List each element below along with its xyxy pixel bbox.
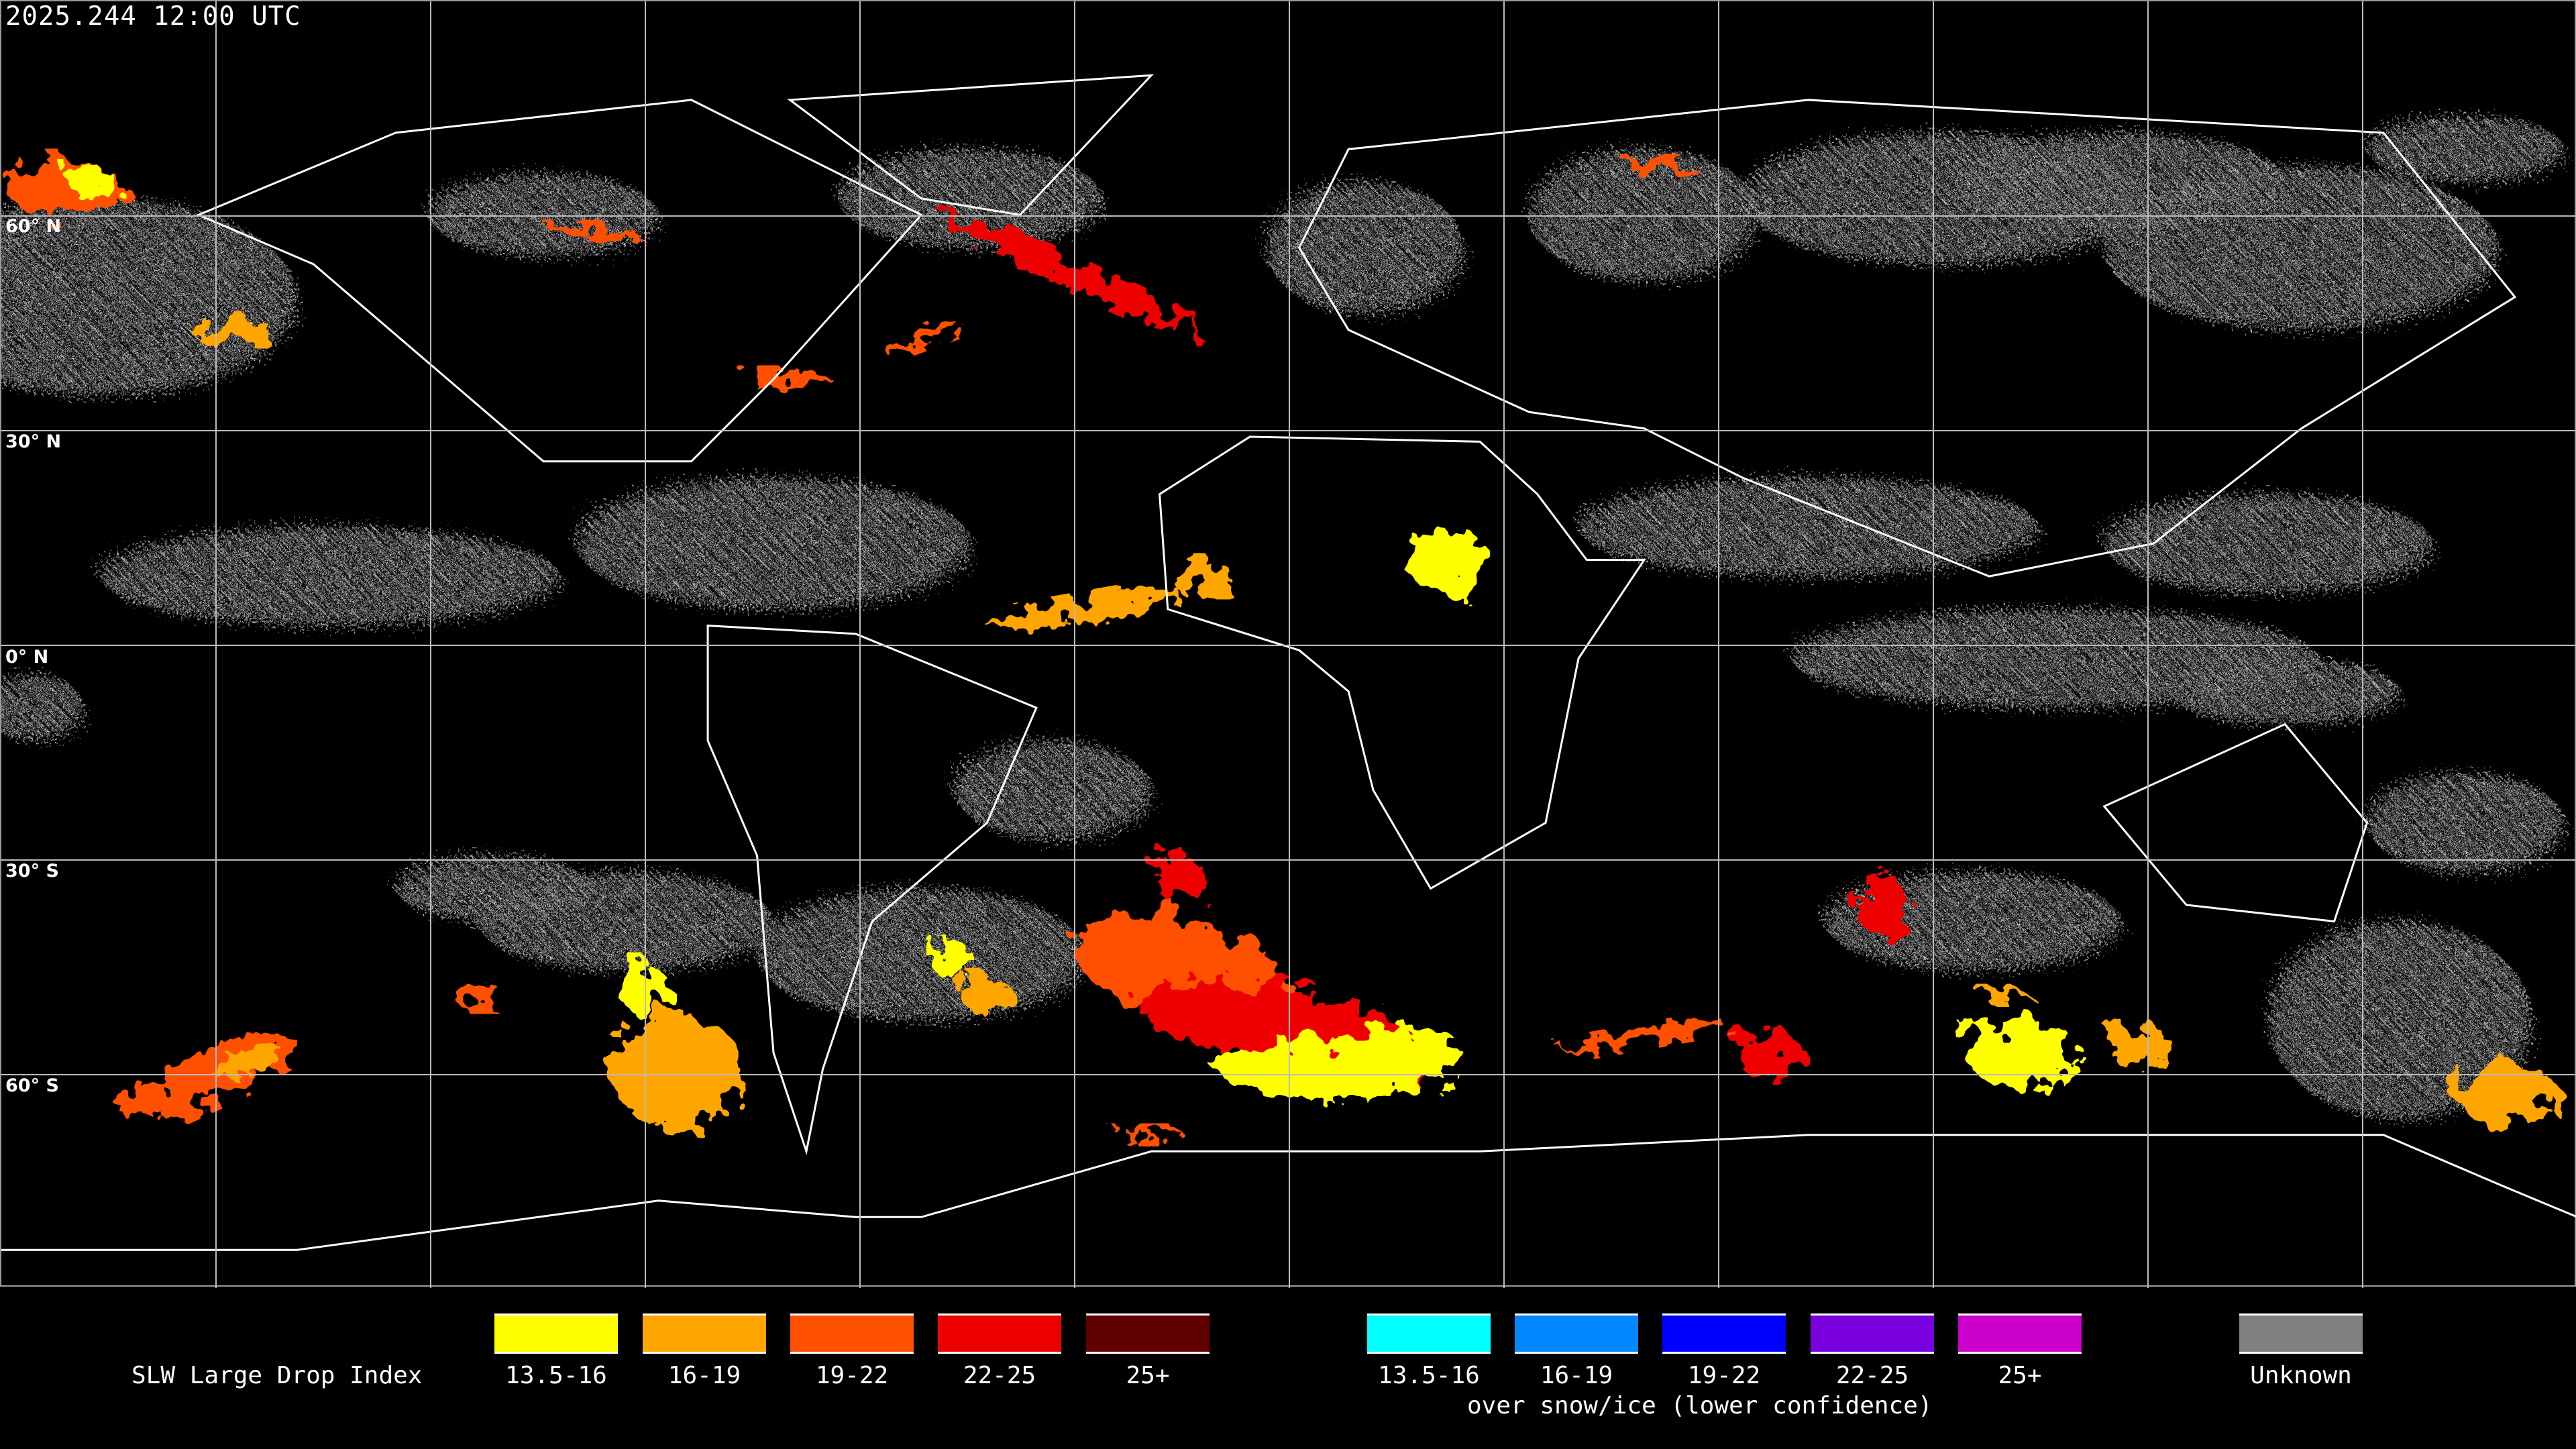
legend-snow-ice-2-label: 19-22 xyxy=(1687,1362,1761,1389)
legend-snow-ice-1-swatch xyxy=(1515,1313,1638,1354)
slw-cloud-patch xyxy=(1964,1020,2080,1086)
unknown-cloud-patch xyxy=(99,527,560,626)
slw-cloud-patch xyxy=(453,982,502,1009)
slw-cloud-patch xyxy=(1405,527,1489,593)
coastline-north-america xyxy=(196,99,923,463)
map-canvas xyxy=(1,1,2576,1288)
slw-cloud-patch xyxy=(190,317,273,343)
legend-unknown-swatch xyxy=(2239,1313,2363,1354)
slw-cloud-patch xyxy=(749,369,831,389)
legend-title: SLW Large Drop Index xyxy=(131,1362,423,1389)
unknown-cloud-patch xyxy=(2104,165,2499,330)
unknown-cloud-patch xyxy=(2367,116,2565,182)
slw-cloud-patch xyxy=(988,588,1183,631)
legend-liquid-1-swatch xyxy=(643,1313,766,1354)
legend-snow-ice-0-label: 13.5-16 xyxy=(1378,1362,1480,1389)
unknown-cloud-patch xyxy=(428,174,659,256)
slw-cloud-patch xyxy=(2104,1024,2170,1065)
lat-lon-grid xyxy=(1,1,2576,1288)
slw-cloud-patch xyxy=(882,321,961,356)
slw-cloud-patch xyxy=(124,1033,290,1122)
slw-cloud-patch xyxy=(1118,1126,1185,1144)
legend-liquid-0-label: 13.5-16 xyxy=(505,1362,607,1389)
legend-liquid-2-label: 19-22 xyxy=(815,1362,889,1389)
unknown-cloud-patch xyxy=(2169,658,2400,724)
timestamp: 2025.244 12:00 UTC xyxy=(5,1,301,32)
slw-cloud-patch xyxy=(66,165,117,199)
slw-cloud-patch xyxy=(1734,1028,1801,1078)
legend-liquid-4-swatch xyxy=(1086,1313,1210,1354)
legend-liquid-0-swatch xyxy=(494,1313,618,1354)
slw-cloud-patch xyxy=(217,1042,278,1079)
slw-cloud-patch xyxy=(1563,1019,1725,1054)
lat-label-30s: 30° S xyxy=(5,861,59,881)
slw-cloud-patch xyxy=(934,943,974,983)
coastlines xyxy=(1,74,2576,1251)
lat-label-0n: 0° N xyxy=(5,647,49,667)
slw-cloud-patch xyxy=(1858,871,1907,938)
legend-liquid-1-label: 16-19 xyxy=(667,1362,741,1389)
legend-snow-ice-0-swatch xyxy=(1367,1313,1491,1354)
coastline-greenland xyxy=(787,74,1155,216)
slw-cloud-patch xyxy=(2457,1061,2557,1127)
legend-snow-ice-3-swatch xyxy=(1811,1313,1934,1354)
legend-snow-ice-4-label: 25+ xyxy=(1998,1362,2042,1389)
legend-snow-ice-1-label: 16-19 xyxy=(1540,1362,1613,1389)
unknown-cloud-patch xyxy=(576,478,971,610)
slw-cloud-patch xyxy=(1981,987,2031,1004)
slw-cloud-patch xyxy=(1167,559,1234,593)
slw-cloud-patch xyxy=(1364,1028,1464,1078)
legend-unknown-label: Unknown xyxy=(2250,1362,2352,1389)
legend-liquid-3-swatch xyxy=(938,1313,1061,1354)
unknown-cloud-patch xyxy=(1,198,297,396)
unknown-cloud-patch xyxy=(1529,149,1760,281)
unknown-cloud-patch xyxy=(954,741,1152,839)
slw-cloud-patch xyxy=(1627,157,1694,174)
legend-liquid-4-label: 25+ xyxy=(1126,1362,1170,1389)
legend-liquid-2-swatch xyxy=(790,1313,914,1354)
unknown-cloud-patch xyxy=(2367,773,2565,872)
unknown-cloud-patch xyxy=(839,149,1102,248)
unknown-cloud-patch xyxy=(757,888,1086,1020)
coastline-south-america xyxy=(706,625,1038,1156)
coastline-australia xyxy=(2102,722,2369,923)
coastline-eurasia xyxy=(1298,99,2517,578)
snow-ice-caption: over snow/ice (lower confidence) xyxy=(1467,1392,1933,1419)
lat-label-30n: 30° N xyxy=(5,431,62,452)
legend-snow-ice-4-swatch xyxy=(1958,1313,2082,1354)
legend-liquid-3-label: 22-25 xyxy=(963,1362,1036,1389)
slw-cloud-patch xyxy=(551,223,634,240)
legend-snow-ice-3-label: 22-25 xyxy=(1835,1362,1909,1389)
coastline-africa xyxy=(1158,435,1646,890)
unknown-cloud-patch xyxy=(2268,921,2532,1119)
world-map: 2025.244 12:00 UTC 60° N 30° N 0° N 30° … xyxy=(0,0,2576,1288)
slw-cloud-patch xyxy=(934,209,1203,336)
unknown-cloud-patch xyxy=(395,855,593,922)
legend-snow-ice-2-swatch xyxy=(1662,1313,1786,1354)
slw-cloud-patch xyxy=(1146,848,1206,896)
lat-label-60n: 60° N xyxy=(5,216,62,237)
lat-label-60s: 60° S xyxy=(5,1075,59,1096)
unknown-cloud-layer xyxy=(1,116,2565,1119)
unknown-cloud-patch xyxy=(1266,182,1464,314)
unknown-cloud-patch xyxy=(1,675,84,741)
slw-cloud-patch xyxy=(609,1012,741,1127)
slw-cloud-patch xyxy=(617,962,667,1012)
slw-index-layer xyxy=(9,157,2557,1144)
slw-cloud-patch xyxy=(962,975,1012,1016)
unknown-cloud-patch xyxy=(1578,478,2039,577)
coastline-antarctica xyxy=(1,1134,2576,1251)
